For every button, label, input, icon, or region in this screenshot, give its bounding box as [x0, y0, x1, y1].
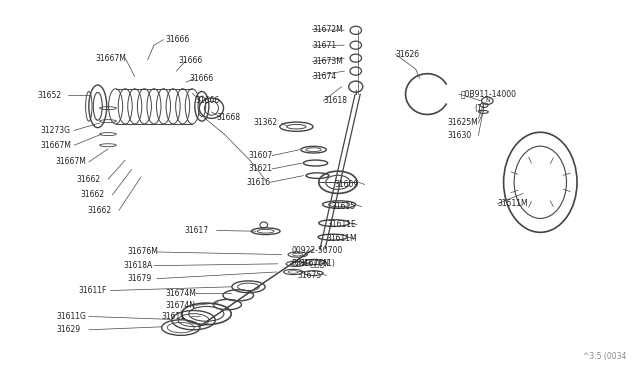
Text: 31362: 31362 [253, 119, 277, 128]
Text: 31615: 31615 [332, 202, 356, 211]
Text: 31679: 31679 [127, 274, 152, 283]
Text: 31611G: 31611G [57, 312, 87, 321]
Text: 31667M: 31667M [40, 141, 71, 150]
Text: 31671: 31671 [312, 41, 337, 51]
Text: 31674: 31674 [312, 72, 337, 81]
Text: 31273G: 31273G [40, 126, 70, 135]
Text: 31675: 31675 [298, 271, 322, 280]
Text: 31616: 31616 [246, 178, 271, 187]
Text: N: N [485, 98, 490, 103]
Text: 31662: 31662 [81, 190, 105, 199]
Text: 31629: 31629 [57, 325, 81, 334]
Text: ⓝ0B911-14000: ⓝ0B911-14000 [461, 90, 516, 99]
Text: 31618A: 31618A [124, 261, 152, 270]
Text: 31626: 31626 [396, 49, 419, 58]
Text: 31673M: 31673M [312, 57, 343, 66]
Text: 31611F: 31611F [79, 286, 107, 295]
Text: 31652: 31652 [38, 91, 62, 100]
Text: 31666: 31666 [178, 56, 202, 65]
Text: 31668: 31668 [216, 113, 241, 122]
Text: 31667M: 31667M [55, 157, 86, 166]
Text: 31666: 31666 [166, 35, 189, 44]
Text: 31662: 31662 [76, 175, 100, 184]
Text: 31611: 31611 [162, 312, 186, 321]
Text: 00922-50700: 00922-50700 [291, 246, 342, 255]
Text: 31674N: 31674N [166, 301, 195, 310]
Text: (1): (1) [474, 104, 485, 113]
Text: 31676N: 31676N [300, 259, 330, 267]
Text: ^3.5 (0034: ^3.5 (0034 [583, 352, 627, 361]
Text: 31667M: 31667M [95, 54, 126, 62]
Text: 31630: 31630 [448, 131, 472, 140]
Text: 31672M: 31672M [312, 25, 343, 34]
Text: 31666: 31666 [195, 96, 220, 105]
Text: 31666: 31666 [189, 74, 213, 83]
Text: 31674M: 31674M [166, 289, 196, 298]
Text: 31607: 31607 [248, 151, 273, 160]
Text: 31617: 31617 [184, 226, 209, 235]
Text: 31618: 31618 [323, 96, 347, 105]
Text: 31611M: 31611M [326, 234, 357, 243]
Text: 31621: 31621 [248, 164, 273, 173]
Text: 31625M: 31625M [448, 118, 479, 127]
Text: 31676M: 31676M [127, 247, 158, 256]
Text: RINGリング(1): RINGリング(1) [291, 259, 335, 267]
Text: 31511M: 31511M [497, 199, 528, 208]
Text: 31662: 31662 [87, 206, 111, 215]
Text: 31609: 31609 [334, 180, 358, 189]
Text: 31611E: 31611E [328, 220, 356, 229]
